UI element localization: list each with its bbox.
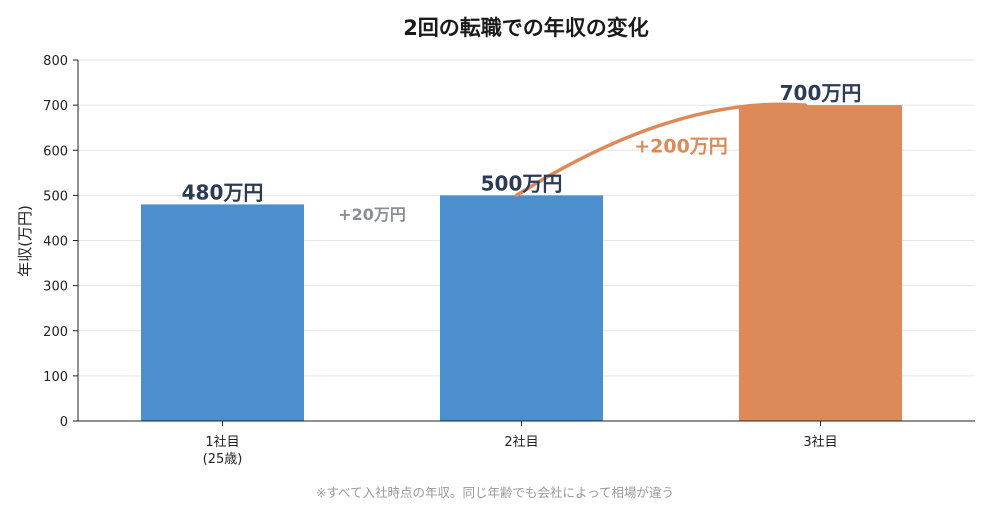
y-tick-label: 500 <box>43 189 68 204</box>
data-label: 700万円 <box>780 81 862 105</box>
y-tick-label: 0 <box>60 415 68 430</box>
y-tick-label: 800 <box>43 54 68 69</box>
data-label: 500万円 <box>481 171 563 195</box>
y-axis-label: 年収(万円) <box>16 205 34 277</box>
x-ticks: 1社目 (25歳) 2社目 3社目 <box>203 421 838 467</box>
value-labels: 480万円 500万円 700万円 <box>182 81 862 204</box>
y-tick-label: 100 <box>43 370 68 385</box>
data-label: 480万円 <box>182 180 264 204</box>
x-tick-label: 3社目 <box>803 434 837 450</box>
bar <box>141 204 304 421</box>
x-tick-label: 1社目 <box>205 434 239 450</box>
y-tick-label: 600 <box>43 144 68 159</box>
x-tick-label: 2社目 <box>504 434 538 450</box>
y-tick-label: 700 <box>43 99 68 114</box>
annotations: +20万円 +200万円 <box>338 102 808 224</box>
bar <box>440 195 603 421</box>
increase-annotation: +20万円 <box>338 205 406 224</box>
chart-title: 2回の転職での年収の変化 <box>403 16 649 40</box>
bar <box>739 105 902 421</box>
footnote: ※すべて入社時点の年収。同じ年齢でも会社によって相場が違う <box>316 485 674 500</box>
bars <box>141 105 902 421</box>
y-tick-label: 200 <box>43 325 68 340</box>
x-tick-sublabel: (25歳) <box>203 452 243 467</box>
y-tick-label: 300 <box>43 280 68 295</box>
y-ticks: 0 100 200 300 400 500 600 700 800 <box>43 54 78 430</box>
increase-arrow <box>514 102 808 198</box>
y-tick-label: 400 <box>43 235 68 250</box>
increase-annotation: +200万円 <box>634 135 728 157</box>
